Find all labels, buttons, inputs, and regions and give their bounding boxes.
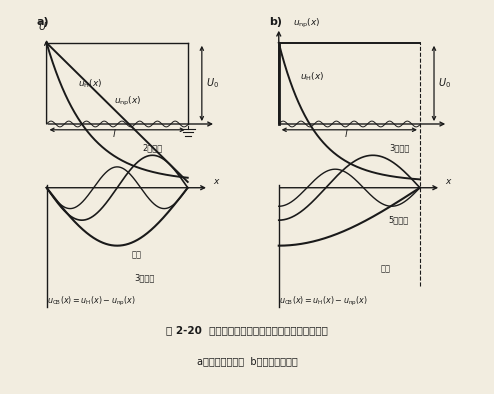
Text: $U_0$: $U_0$ [438, 76, 452, 90]
Text: a): a) [37, 17, 49, 28]
Text: $U$: $U$ [38, 20, 47, 32]
Text: $x$: $x$ [213, 177, 221, 186]
Text: $u_{\rm np}(x)$: $u_{\rm np}(x)$ [114, 95, 142, 108]
Text: $x$: $x$ [445, 177, 453, 186]
Text: 基波: 基波 [380, 264, 390, 273]
Text: a）中性点接地；  b）中性点不接地: a）中性点接地； b）中性点不接地 [197, 357, 297, 366]
Text: $u_{\rm H}(x)$: $u_{\rm H}(x)$ [78, 78, 102, 90]
Text: 图 2-20  求变压器綫圈中振蕩过程的自由分量的图解: 图 2-20 求变压器綫圈中振蕩过程的自由分量的图解 [166, 325, 328, 335]
Text: $u_{\rm H}(x)$: $u_{\rm H}(x)$ [300, 71, 324, 84]
Text: b): b) [269, 17, 282, 28]
Text: 基波: 基波 [131, 250, 141, 259]
Text: 3次谐波: 3次谐波 [389, 144, 409, 152]
Text: $l$: $l$ [112, 127, 117, 139]
Text: $u_{\rm np}(x)$: $u_{\rm np}(x)$ [293, 17, 321, 30]
Text: 2次谐波: 2次谐波 [143, 144, 163, 152]
Text: 5次谐波: 5次谐波 [389, 216, 409, 225]
Text: $l$: $l$ [344, 127, 349, 139]
Text: 3次谐波: 3次谐波 [134, 273, 155, 282]
Text: $u_{\rm CB}(x)=u_{\rm H}(x)-u_{\rm np}(x)$: $u_{\rm CB}(x)=u_{\rm H}(x)-u_{\rm np}(x… [279, 295, 368, 308]
Text: $u_{\rm CB}(x)=u_{\rm H}(x)-u_{\rm np}(x)$: $u_{\rm CB}(x)=u_{\rm H}(x)-u_{\rm np}(x… [46, 295, 135, 308]
Text: $U_0$: $U_0$ [206, 76, 219, 90]
